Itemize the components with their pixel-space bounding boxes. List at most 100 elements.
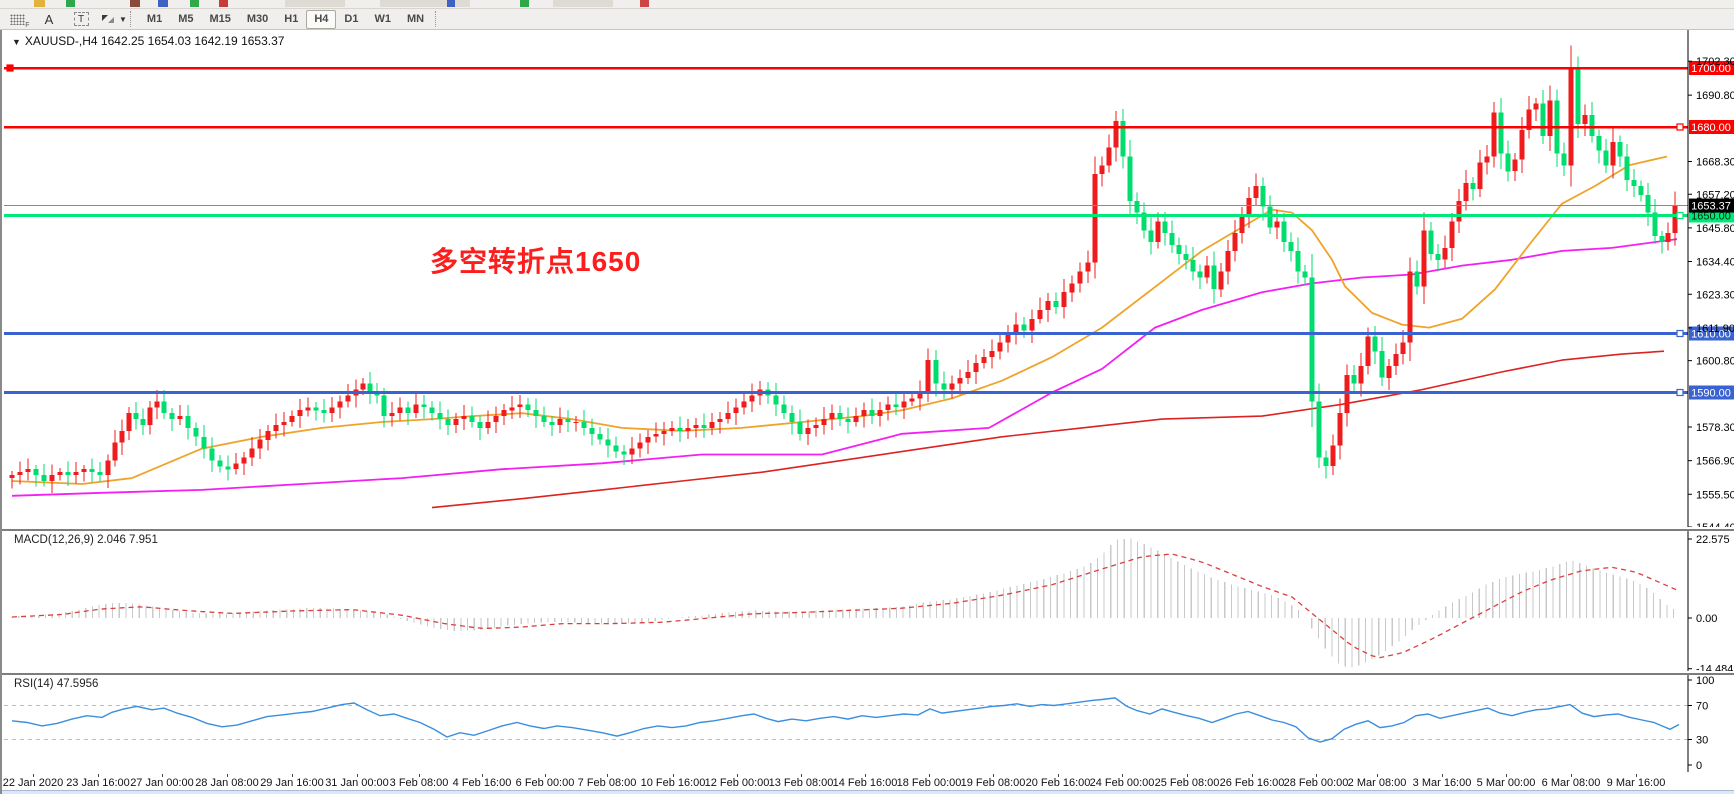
clipped-icon <box>34 0 45 7</box>
candle-body <box>461 416 467 419</box>
candle-body <box>1603 150 1609 166</box>
time-axis-label: 3 Mar 16:00 <box>1412 777 1472 789</box>
time-axis[interactable]: 22 Jan 2020 23 Jan 16:00 27 Jan 00:00 28 Ja… <box>2 774 1734 790</box>
candle-body <box>1365 336 1371 366</box>
candlestick-chart[interactable]: 1700.00 1680.00 1650.00 1610.00 1590.00 1702.… <box>2 30 1734 527</box>
toolbar-separator <box>129 11 136 27</box>
candle-body <box>1253 186 1259 198</box>
candle-body <box>89 469 95 473</box>
candle-body <box>581 422 587 428</box>
timeframe-button-h1[interactable]: H1 <box>284 13 299 25</box>
macd-chart[interactable]: 22.575 0.00 -14.484 <box>2 531 1734 671</box>
moving-average-line <box>11 155 1668 485</box>
candle-body <box>557 419 563 425</box>
candle-body <box>605 439 611 446</box>
candle-body <box>273 425 279 431</box>
time-axis-tick <box>162 774 163 777</box>
timeframe-button-mn[interactable]: MN <box>406 13 425 25</box>
line-handle[interactable] <box>1676 211 1684 220</box>
objects-tool-button[interactable]: ▼ <box>100 10 127 28</box>
timeframe-button-w1[interactable]: W1 <box>374 13 391 25</box>
text-box-icon: T <box>73 12 89 26</box>
candle-body <box>565 419 571 422</box>
candle-body <box>1617 141 1623 157</box>
candle-body <box>1204 265 1210 278</box>
time-axis-label: 7 Feb 08:00 <box>577 777 637 789</box>
candle-body <box>1665 233 1671 243</box>
candle-body <box>1526 109 1532 130</box>
candle-body <box>853 416 859 422</box>
chart-title: ▼ XAUUSD-,H4 1642.25 1654.03 1642.19 1653… <box>12 34 284 48</box>
line-handle[interactable] <box>1676 388 1684 397</box>
candle-body <box>241 457 247 464</box>
candle-body <box>1239 215 1245 234</box>
candle-body <box>1183 253 1189 260</box>
timeframe-button-h4[interactable]: H4 <box>306 9 337 29</box>
time-axis-tick <box>865 774 866 777</box>
candle-body <box>1061 292 1067 307</box>
time-axis-label: 26 Feb 16:00 <box>1219 777 1285 789</box>
price-pane[interactable]: 1700.00 1680.00 1650.00 1610.00 1590.00 1702.… <box>2 30 1734 527</box>
time-axis-label: 3 Feb 08:00 <box>389 777 449 789</box>
candle-body <box>1449 221 1455 248</box>
candle-body <box>813 425 819 428</box>
clipped-icon <box>520 0 529 7</box>
candle-body <box>541 416 547 422</box>
candle-body <box>126 413 132 431</box>
candle-body <box>1037 309 1043 319</box>
timeframe-button-m30[interactable]: M30 <box>246 13 269 25</box>
time-axis-tick <box>1187 774 1188 777</box>
candle-body <box>573 422 579 423</box>
font-tool-button[interactable]: A <box>38 10 60 28</box>
time-axis-label: 19 Feb 08:00 <box>960 777 1026 789</box>
rsi-line <box>11 697 1680 743</box>
candle-body <box>1533 103 1539 110</box>
candle-body <box>321 410 327 414</box>
time-axis-label: 18 Feb 00:00 <box>896 777 962 789</box>
candle-body <box>1148 230 1154 243</box>
candle-body <box>1442 247 1448 260</box>
line-handle[interactable] <box>6 64 14 72</box>
clipped-icon <box>130 0 140 7</box>
timeframe-button-m15[interactable]: M15 <box>209 13 231 25</box>
rsi-pane[interactable]: RSI(14) 47.5956 100 70 30 0 <box>2 673 1734 774</box>
text-tool-button[interactable]: T <box>70 10 92 28</box>
candle-body <box>1302 271 1308 278</box>
candle-body <box>613 445 619 452</box>
chart-annotation-text[interactable]: 多空转折点1650 <box>430 246 642 277</box>
candle-body <box>337 401 343 408</box>
line-handle[interactable] <box>1676 329 1684 338</box>
candle-body <box>147 407 153 425</box>
candle-body <box>1477 162 1483 189</box>
clipped-icon <box>447 0 455 7</box>
moving-average-line <box>431 350 1665 509</box>
clipped-icon <box>553 0 613 7</box>
chart-window[interactable]: ▼ XAUUSD-,H4 1642.25 1654.03 1642.19 1653… <box>0 30 1734 794</box>
macd-pane[interactable]: MACD(12,26,9) 2.046 7.951 22.575 0.00 -14.… <box>2 529 1734 673</box>
rsi-chart[interactable]: 100 70 30 0 <box>2 675 1734 772</box>
clipped-icon <box>219 0 228 7</box>
macd-axis-label: -14.484 <box>1696 664 1733 671</box>
candle-body <box>661 430 667 434</box>
rsi-axis-label: 70 <box>1696 701 1708 713</box>
candle-body <box>119 430 125 443</box>
candle-body <box>933 360 939 384</box>
candle-body <box>1330 445 1336 467</box>
candle-body <box>65 472 71 476</box>
time-axis-tick <box>1506 774 1507 777</box>
timeframe-button-m5[interactable]: M5 <box>178 13 194 25</box>
timeframe-button-m1[interactable]: M1 <box>146 13 163 25</box>
candle-body <box>177 416 183 419</box>
line-handle[interactable] <box>1676 123 1684 131</box>
grid-template-button[interactable]: F <box>6 10 30 29</box>
time-axis-tick <box>1442 774 1443 777</box>
time-axis-label: 6 Feb 00:00 <box>515 777 575 789</box>
timeframe-button-d1[interactable]: D1 <box>344 13 359 25</box>
time-axis-label: 25 Feb 08:00 <box>1154 777 1220 789</box>
candle-body <box>297 410 303 417</box>
price-tag-text: 1700.00 <box>1691 63 1731 75</box>
time-axis-tick <box>33 774 34 777</box>
candle-body <box>1021 324 1027 331</box>
clipped-icon <box>190 0 199 7</box>
